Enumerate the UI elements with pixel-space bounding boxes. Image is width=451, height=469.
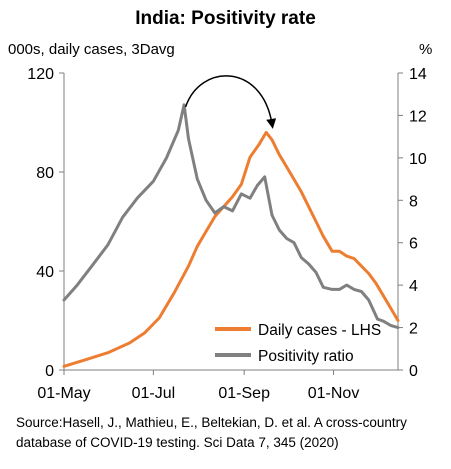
legend-label: Daily cases - LHS [258,322,381,339]
x-tick-label: 01-Sep [218,385,270,402]
annotation-arrow [184,75,277,129]
daily-cases-line [62,130,400,368]
left-tick-label: 80 [36,165,54,182]
right-tick-label: 8 [409,193,418,210]
chart-title: India: Positivity rate [135,8,316,29]
left-tick-label: 0 [45,363,54,380]
x-tick-label: 01-Nov [308,385,360,402]
right-tick-label: 6 [409,236,418,253]
x-tick-label: 01-May [37,385,90,402]
source-note: Source:Hasell, J., Mathieu, E., Beltekia… [16,415,407,450]
right-tick-label: 12 [409,108,427,125]
right-tick-label: 10 [409,151,427,168]
right-tick-label: 4 [409,278,418,295]
left-tick-label: 40 [36,264,54,281]
right-tick-label: 0 [409,363,418,380]
left-axis-label: 000s, daily cases, 3Davg [8,41,175,58]
right-tick-label: 2 [409,321,418,338]
legend-label: Positivity ratio [258,348,354,365]
right-axis-label: % [419,41,433,58]
left-tick-label: 120 [27,66,54,83]
x-tick-label: 01-Jul [132,385,176,402]
right-tick-label: 14 [409,66,427,83]
positivity-ratio-line [62,103,400,330]
